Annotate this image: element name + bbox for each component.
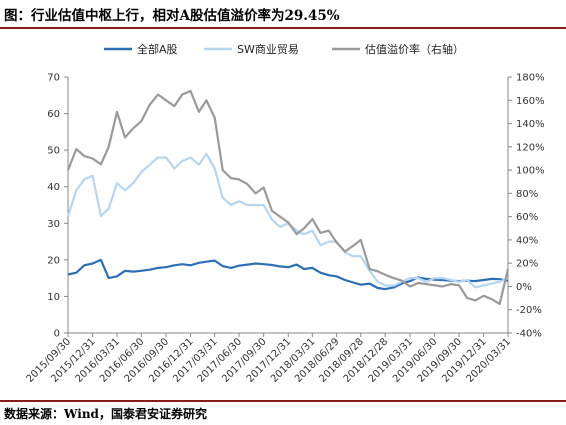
- right-tick-label: 120%: [516, 142, 545, 153]
- left-tick-label: 50: [47, 146, 60, 157]
- right-tick-label: 0%: [516, 282, 532, 293]
- legend-label: 估值溢价率（右轴）: [365, 42, 464, 56]
- right-tick-label: 100%: [516, 166, 545, 177]
- source-divider: [0, 400, 566, 402]
- left-tick-label: 10: [47, 292, 60, 303]
- title-divider: [0, 27, 566, 29]
- series-lines: [66, 89, 510, 305]
- legend: 全部A股 SW商业贸易 估值溢价率（右轴）: [104, 42, 464, 56]
- right-tick-label: 80%: [516, 189, 538, 200]
- x-tick-labels: 2015/09/302015/12/312016/03/312016/06/30…: [25, 336, 514, 385]
- axes: 0 10 20 30 40 50 60 70 -40% -20% 0% 20% 40% 60% 80% 100…: [47, 73, 544, 340]
- right-tick-label: 40%: [516, 235, 538, 246]
- right-tick-label: 180%: [516, 73, 545, 84]
- left-tick-label: 20: [47, 255, 60, 266]
- right-tick-label: 160%: [516, 96, 545, 107]
- right-tick-label: 20%: [516, 259, 538, 270]
- right-tick-label: -40%: [516, 329, 542, 340]
- chart: 全部A股 SW商业贸易 估值溢价率（右轴） 0 10 20 30 40 50 60 70 -40% -…: [25, 42, 545, 385]
- left-tick-label: 30: [47, 219, 60, 230]
- series-line-1: [67, 258, 509, 291]
- left-tick-label: 60: [47, 109, 60, 120]
- series-line-3: [66, 89, 510, 305]
- right-tick-label: -20%: [516, 305, 542, 316]
- left-tick-label: 40: [47, 182, 60, 193]
- left-tick-label: 70: [47, 73, 60, 84]
- legend-label: 全部A股: [137, 42, 178, 56]
- right-tick-label: 140%: [516, 119, 545, 130]
- source-note: 数据来源：Wind，国泰君安证券研究: [4, 407, 207, 421]
- chart-title: 图：行业估值中枢上行，相对A股估值溢价率为29.45%: [4, 8, 340, 24]
- left-tick-label: 0: [54, 329, 60, 340]
- right-tick-label: 60%: [516, 212, 538, 223]
- legend-label: SW商业贸易: [237, 42, 299, 56]
